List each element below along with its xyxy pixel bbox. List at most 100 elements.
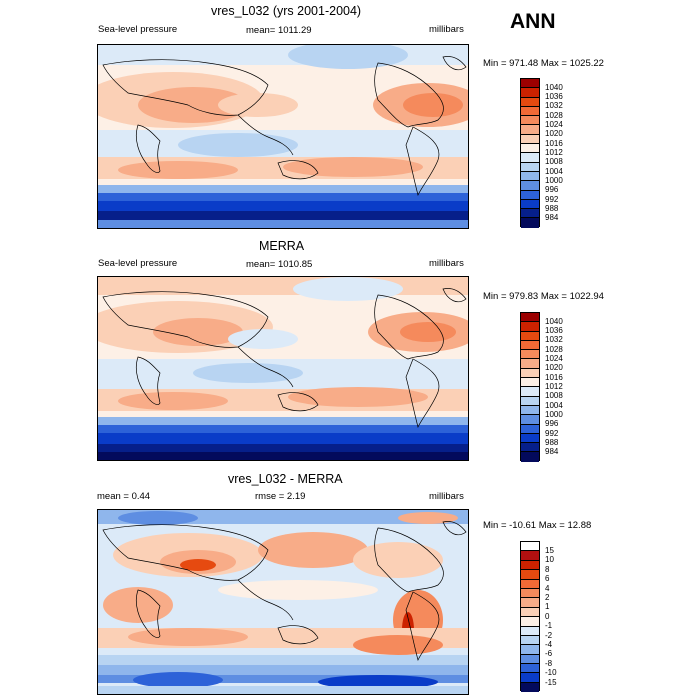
panel3-colorbar-tick: -4: [545, 640, 553, 649]
panel2-colorbar-tick: 1032: [545, 335, 563, 344]
panel1-units-label: millibars: [429, 24, 464, 35]
panel2-coastlines: [102, 288, 467, 428]
panel2-colorbar-box: [521, 405, 539, 416]
panel3-colorbar-tick: -15: [545, 678, 557, 687]
panel2-colorbar-box: [521, 359, 539, 369]
panel1-colorbar-tick: 1036: [545, 92, 563, 101]
panel1-colorbar-box: [521, 125, 539, 135]
panel3-colorbar-tick: 4: [545, 584, 550, 593]
panel3-colorbar-tick: 10: [545, 555, 554, 564]
panel1-colorbar-box: [521, 144, 539, 154]
panel3-colorbar-tick: 8: [545, 565, 550, 574]
panel2-colorbar-box: [521, 313, 539, 323]
panel2-map: [97, 276, 469, 461]
panel1-colorbar-tick: 992: [545, 195, 559, 204]
panel1-colorbar-box: [521, 181, 539, 191]
panel3-colorbar-tick: -1: [545, 621, 553, 630]
panel1-coastlines: [102, 56, 467, 196]
panel2-colorbar-tick: 1004: [545, 401, 563, 410]
panel3-range-label: Min = -10.61 Max = 12.88: [483, 520, 592, 531]
panel3-colorbar-box: [521, 682, 539, 693]
panel1-colorbar-box: [521, 199, 539, 210]
panel1-colorbar-box: [521, 190, 539, 200]
panel3-mean-label: mean = 0.44: [97, 491, 151, 502]
panel3-colorbar-tick: -2: [545, 631, 553, 640]
panel1-colorbar-box: [521, 209, 539, 219]
panel2-colorbar-box: [521, 331, 539, 341]
panel3-colorbar-box: [521, 617, 539, 627]
panel2-colorbar-box: [521, 415, 539, 425]
panel2-colorbar-box: [521, 424, 539, 434]
panel3-colorbar-box: [521, 654, 539, 665]
panel2-units-label: millibars: [429, 258, 464, 269]
panel3-colorbar-box: [521, 542, 539, 552]
panel3-colorbar-tick: 2: [545, 593, 550, 602]
panel2-colorbar-tick: 1036: [545, 326, 563, 335]
panel3-colorbar-tick: 6: [545, 574, 550, 583]
panel3-colorbar-box: [521, 588, 539, 599]
panel2-colorbar-box: [521, 322, 539, 332]
panel2-colorbar-box: [521, 396, 539, 406]
panel3-colorbar-box: [521, 607, 539, 618]
panel2-colorbar-tick: 984: [545, 447, 559, 456]
panel2-colorbar-box: [521, 387, 539, 397]
panel2-colorbar-tick: 988: [545, 438, 559, 447]
panel2-colorbar-box: [521, 433, 539, 444]
panel3-map: [97, 509, 469, 695]
panel1-colorbar-tick: 1008: [545, 157, 563, 166]
panel1-title: vres_L032 (yrs 2001-2004): [211, 4, 362, 18]
panel2-colorbar-box: [521, 443, 539, 453]
panel1-colorbar-box: [521, 218, 539, 228]
panel3-colorbar-box: [521, 664, 539, 674]
panel1-colorbar-tick: 1024: [545, 120, 563, 129]
panel1-colorbar-box: [521, 88, 539, 98]
panel3-colorbar: [520, 541, 540, 693]
panel2-colorbar-tick: 1008: [545, 391, 563, 400]
panel3-colorbar-box: [521, 551, 539, 561]
panel1-colorbar-box: [521, 116, 539, 126]
panel3-colorbar-box: [521, 626, 539, 636]
panel1-colorbar-tick: 1032: [545, 101, 563, 110]
panel3-colorbar-box: [521, 560, 539, 571]
panel2-colorbar-box: [521, 350, 539, 360]
panel2-colorbar-box: [521, 378, 539, 388]
panel2-colorbar-tick: 1000: [545, 410, 563, 419]
panel2-colorbar-box: [521, 368, 539, 379]
panel2-mean-label: mean= 1010.85: [246, 259, 313, 270]
panel3-coastlines: [102, 521, 467, 661]
panel1-colorbar-box: [521, 79, 539, 89]
season-label: ANN: [510, 10, 556, 33]
panel2-colorbar: [520, 312, 540, 462]
panel1-mean-label: mean= 1011.29: [246, 25, 312, 36]
panel2-colorbar-tick: 992: [545, 429, 559, 438]
panel3-colorbar-tick: 1: [545, 602, 550, 611]
panel2-variable-label: Sea-level pressure: [98, 258, 178, 269]
panel1-map: [97, 44, 469, 229]
panel3-colorbar-box: [521, 579, 539, 589]
panel3-colorbar-tick: 0: [545, 612, 550, 621]
panel2-colorbar-tick: 1016: [545, 373, 563, 382]
panel2-colorbar-tick: 1040: [545, 317, 563, 326]
panel1-range-label: Min = 971.48 Max = 1025.22: [483, 58, 604, 69]
panel2-colorbar-tick: 1012: [545, 382, 563, 391]
panel1-colorbar-tick: 984: [545, 213, 559, 222]
panel3-title: vres_L032 - MERRA: [228, 472, 343, 486]
panel2-colorbar-box: [521, 340, 539, 351]
panel3-colorbar-tick: 15: [545, 546, 554, 555]
panel1-colorbar-tick: 1028: [545, 111, 563, 120]
panel1-colorbar-tick: 1004: [545, 167, 563, 176]
panel3-colorbar-box: [521, 598, 539, 608]
panel1-colorbar-tick: 1020: [545, 129, 563, 138]
panel3-colorbar-tick: -8: [545, 659, 553, 668]
panel1-colorbar-box: [521, 97, 539, 107]
panel2-colorbar-box: [521, 452, 539, 462]
panel2-title: MERRA: [259, 239, 305, 253]
panel3-colorbar-tick: -6: [545, 649, 553, 658]
panel2-colorbar-tick: 1020: [545, 363, 563, 372]
panel1-colorbar-box: [521, 162, 539, 172]
panel3-colorbar-box: [521, 570, 539, 580]
panel2-colorbar-tick: 996: [545, 419, 559, 428]
panel2-colorbar-tick: 1024: [545, 354, 563, 363]
panel1-colorbar-box: [521, 134, 539, 145]
panel1-colorbar-tick: 1012: [545, 148, 563, 157]
